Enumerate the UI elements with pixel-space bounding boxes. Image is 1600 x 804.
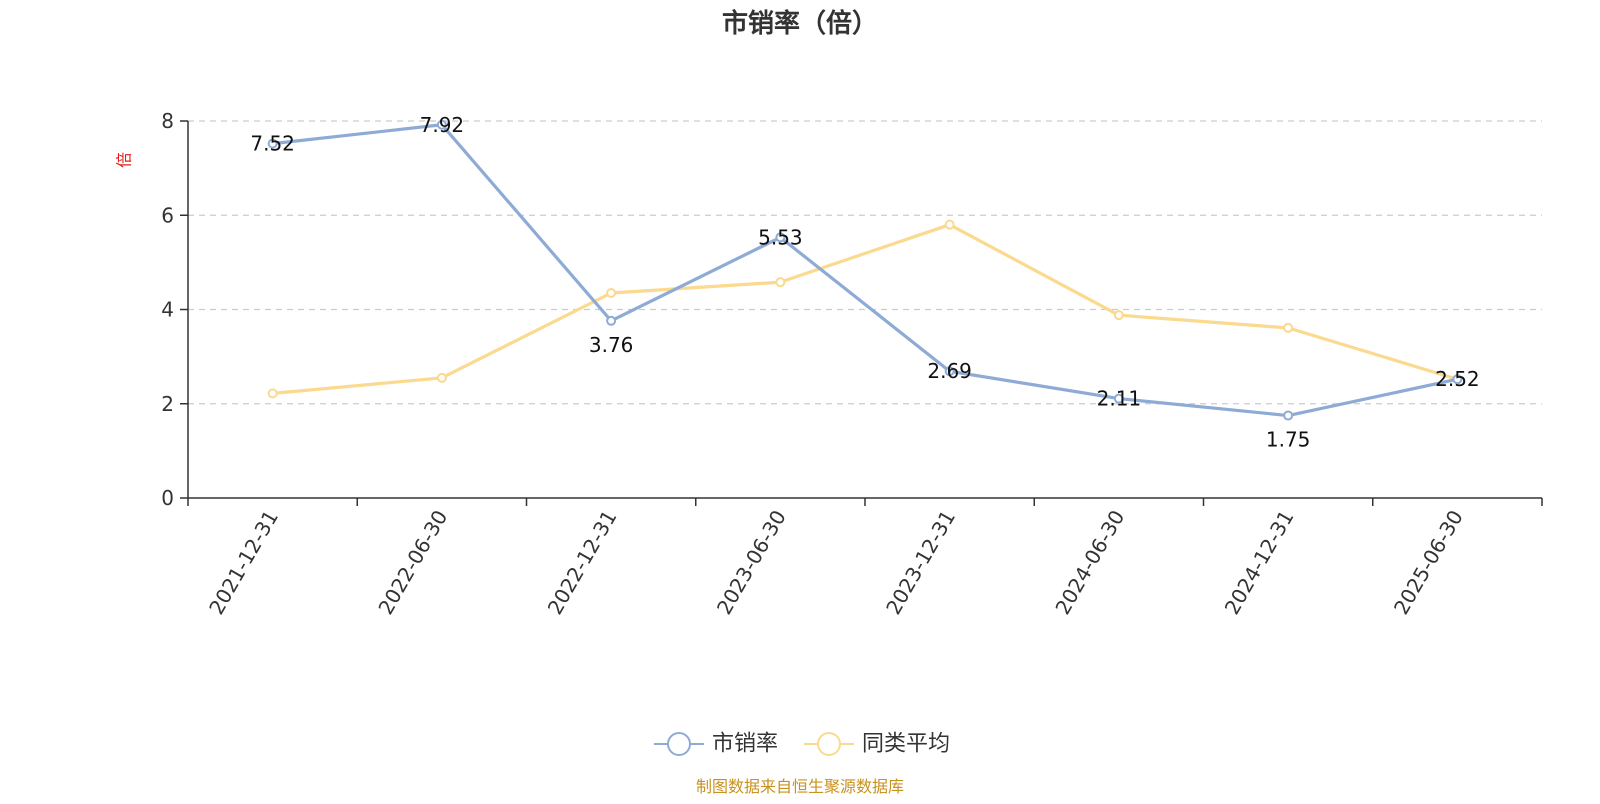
data-point-0 bbox=[267, 138, 278, 149]
data-label: 2.69 bbox=[927, 359, 972, 383]
axes: 0 2 4 6 8 2021-12-31 2022-06-30 2022-12-31 2023-… bbox=[161, 109, 1543, 619]
data-point-0 bbox=[1452, 374, 1463, 385]
data-point-0 bbox=[944, 366, 955, 377]
data-point-1 bbox=[1283, 322, 1294, 333]
legend-circle-icon bbox=[667, 732, 691, 756]
x-tick-label: 2023-12-31 bbox=[881, 506, 960, 619]
source-note: 制图数据来自恒生聚源数据库 bbox=[696, 777, 904, 796]
series-line-0 bbox=[272, 123, 1458, 418]
chart-title: 市销率（倍） bbox=[722, 8, 878, 39]
data-point-0 bbox=[436, 119, 447, 130]
data-labels: 7.52 7.92 3.76 5.53 2.69 2.11 1.75 2.52 bbox=[250, 113, 1479, 452]
x-tick-label: 2024-06-30 bbox=[1050, 506, 1129, 619]
x-tick-label: 2021-12-31 bbox=[204, 506, 283, 619]
data-point-1 bbox=[436, 372, 447, 383]
y-tick-label: 0 bbox=[161, 486, 174, 510]
legend-circle-icon bbox=[817, 732, 841, 756]
legend[interactable]: 市销率 同类平均 bbox=[654, 732, 950, 757]
legend-item-0[interactable]: 市销率 bbox=[654, 732, 778, 757]
data-label: 2.52 bbox=[1435, 367, 1480, 391]
data-point-0 bbox=[1283, 410, 1294, 421]
data-point-0 bbox=[606, 315, 617, 326]
data-label: 1.75 bbox=[1266, 428, 1311, 452]
data-label: 7.92 bbox=[420, 113, 465, 137]
x-tick-label: 2024-12-31 bbox=[1220, 506, 1299, 619]
data-point-1 bbox=[944, 219, 955, 230]
series-line-1 bbox=[272, 223, 1458, 395]
legend-label: 同类平均 bbox=[862, 732, 950, 757]
x-tick-label: 2022-06-30 bbox=[373, 506, 452, 619]
data-label: 3.76 bbox=[589, 333, 634, 357]
y-axis-unit-label: 倍 bbox=[115, 152, 134, 168]
data-point-0 bbox=[1113, 393, 1124, 404]
data-label: 7.52 bbox=[250, 132, 295, 156]
y-tick-label: 8 bbox=[161, 109, 174, 133]
data-point-1 bbox=[775, 277, 786, 288]
data-label: 2.11 bbox=[1097, 387, 1142, 411]
y-tick-label: 4 bbox=[161, 298, 174, 322]
legend-label: 市销率 bbox=[712, 732, 778, 757]
series-lines bbox=[267, 119, 1463, 421]
grid-lines bbox=[188, 120, 1542, 405]
data-point-0 bbox=[775, 232, 786, 243]
x-tick-label: 2025-06-30 bbox=[1389, 506, 1468, 619]
x-tick-label: 2022-12-31 bbox=[543, 506, 622, 619]
data-point-1 bbox=[606, 288, 617, 299]
data-label: 5.53 bbox=[758, 225, 803, 249]
y-tick-label: 2 bbox=[161, 392, 174, 416]
y-tick-label: 6 bbox=[161, 203, 174, 227]
x-tick-label: 2023-06-30 bbox=[712, 506, 791, 619]
legend-item-1[interactable]: 同类平均 bbox=[804, 732, 950, 757]
data-point-1 bbox=[1113, 310, 1124, 321]
data-point-1 bbox=[267, 388, 278, 399]
